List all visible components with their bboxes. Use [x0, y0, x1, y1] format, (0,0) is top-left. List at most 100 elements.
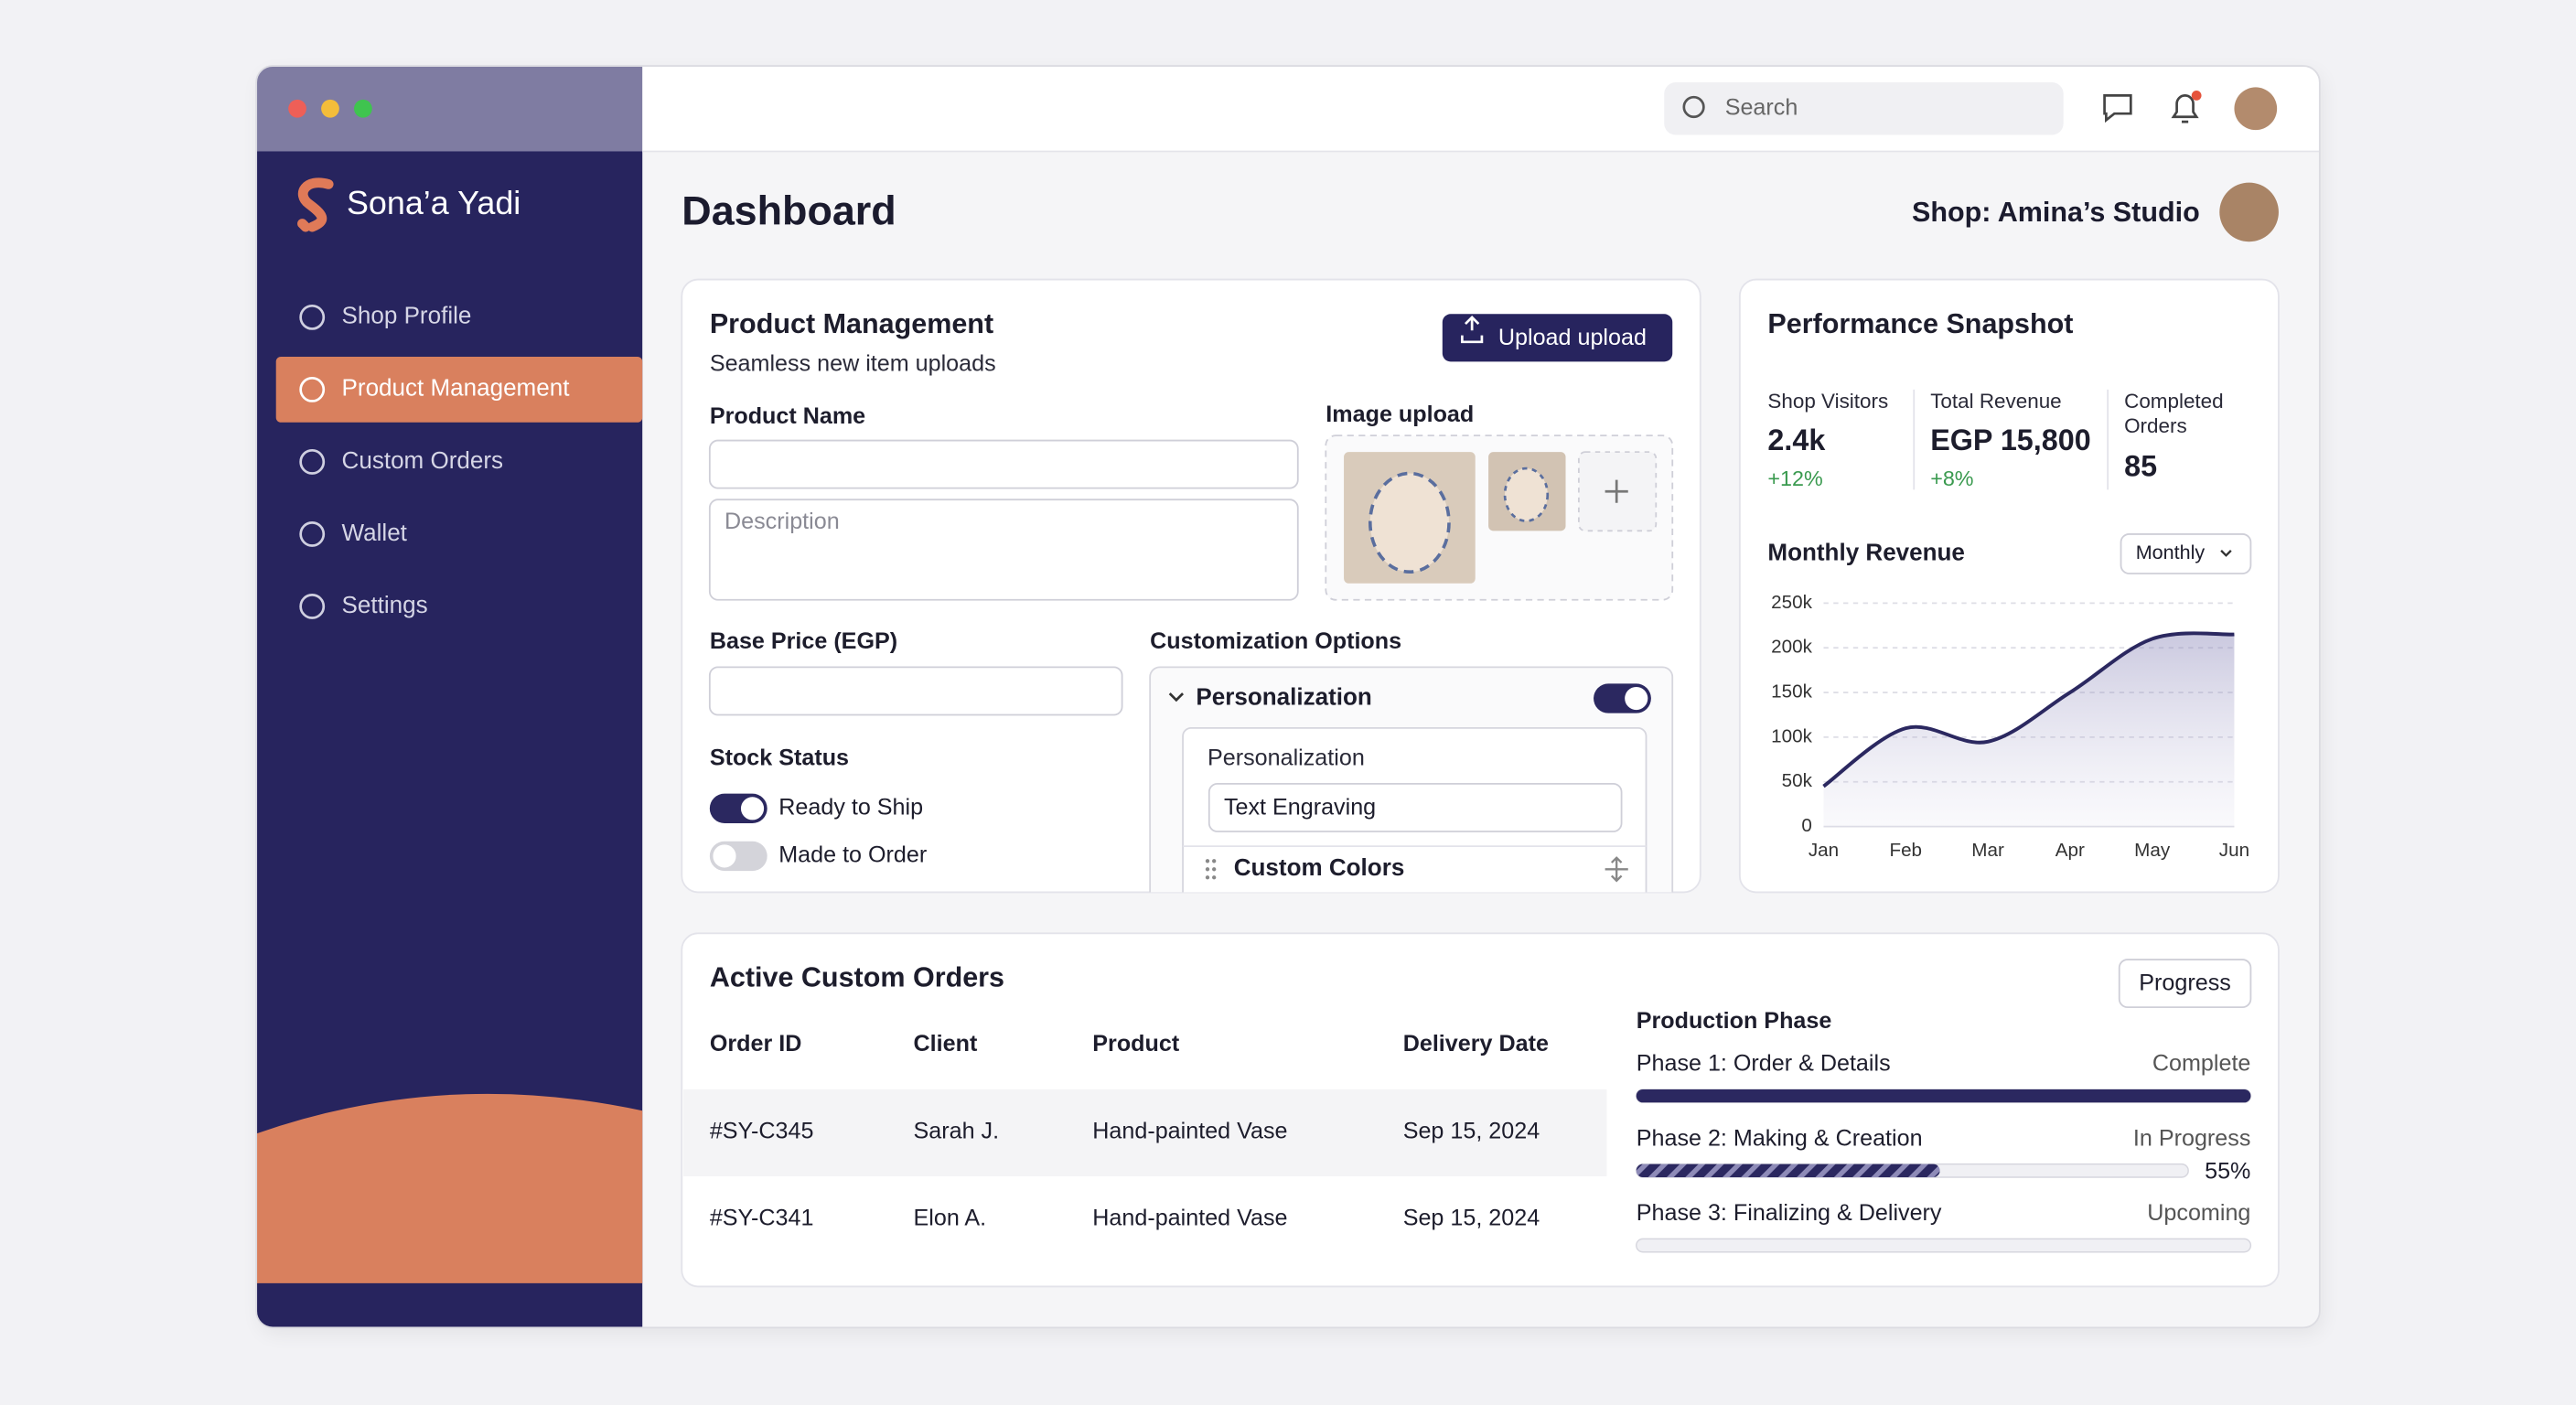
order-row[interactable]: #SY-C341 Elon A. Hand-painted Vase Sep 15, …: [683, 1176, 1607, 1264]
column-header: Product: [1092, 1031, 1180, 1056]
stat-change: +12%: [1767, 467, 1822, 490]
vase: [1368, 471, 1451, 574]
topbar: Search: [642, 66, 2320, 153]
toggle-label: Made to Order: [778, 842, 927, 868]
period-dropdown[interactable]: Monthly: [2120, 533, 2252, 574]
toggle-knob: [1625, 686, 1648, 711]
column-header: Delivery Date: [1403, 1031, 1549, 1056]
user-avatar[interactable]: [2234, 87, 2278, 131]
chart-title: Monthly Revenue: [1767, 538, 1965, 565]
upload-button[interactable]: Upload upload: [1442, 314, 1673, 362]
stock-toggle[interactable]: [709, 793, 767, 823]
nav-icon: [299, 448, 326, 475]
sidebar-wave: [256, 1093, 643, 1283]
window: Sona’a Yadi Shop Profile Product Managemen…: [256, 66, 2320, 1328]
drag-dot: [1212, 859, 1217, 863]
brand-name: Sona’a Yadi: [347, 184, 521, 221]
cell: Hand-painted Vase: [1092, 1118, 1287, 1143]
phase-name: Phase 1: Order & Details: [1637, 1051, 1891, 1077]
stat-value: EGP 15,800: [1930, 424, 2090, 456]
stat-label: Shop Visitors: [1767, 390, 1888, 413]
search-box[interactable]: Search: [1664, 82, 2064, 135]
column-header: Order ID: [710, 1031, 802, 1056]
phase-status: Complete: [2152, 1051, 2251, 1077]
search-placeholder: Search: [1725, 94, 1798, 120]
y-tick-label: 0: [1801, 815, 1811, 836]
section-title: Personalization: [1196, 682, 1371, 710]
nav-item[interactable]: Settings: [299, 591, 428, 619]
cell: Sarah J.: [914, 1118, 1000, 1143]
button-label: Progress: [2139, 971, 2231, 996]
sidebar: Sona’a Yadi Shop Profile Product Managemen…: [256, 66, 643, 1328]
option-title: Custom Colors: [1234, 853, 1405, 881]
traffic-light[interactable]: [288, 99, 306, 118]
stat-label-line: Completed: [2124, 390, 2229, 413]
stock-toggle[interactable]: [709, 841, 767, 872]
chat-icon: [2103, 94, 2132, 123]
price-input[interactable]: [708, 666, 1123, 716]
drag-dot: [1212, 875, 1217, 880]
phase-status: In Progress: [2133, 1125, 2250, 1151]
stat-label: Completed Orders: [2124, 390, 2229, 437]
nav-item[interactable]: Wallet: [299, 519, 408, 547]
toggle-knob: [713, 844, 736, 868]
stat-label: Total Revenue: [1930, 390, 2061, 413]
card-subtitle: Seamless new item uploads: [710, 351, 996, 377]
upload-icon: [1461, 315, 1484, 344]
drag-dot: [1212, 867, 1217, 872]
traffic-light[interactable]: [354, 99, 372, 118]
x-tick-label: Feb: [1889, 840, 1922, 861]
row-bg: [683, 1089, 1607, 1177]
vase: [1503, 467, 1550, 522]
toggle-label: Ready to Ship: [778, 794, 923, 820]
move-icon: [1605, 856, 1628, 883]
search-field: [1664, 82, 2064, 135]
nav-item[interactable]: Custom Orders: [299, 446, 503, 475]
window-border: [255, 65, 2321, 1329]
button-bg: [2118, 959, 2252, 1009]
y-tick-label: 50k: [1782, 770, 1813, 791]
cell: #SY-C341: [710, 1205, 814, 1230]
nav-label: Wallet: [342, 519, 408, 546]
topbar-bg: [642, 66, 2320, 152]
phase-name: Phase 3: Finalizing & Delivery: [1637, 1200, 1942, 1226]
option-label: Personalization: [1208, 745, 1365, 771]
traffic-light[interactable]: [321, 99, 339, 118]
stat-value: 2.4k: [1767, 424, 1825, 456]
product-name-input[interactable]: [708, 439, 1299, 489]
dropdown-chevron: [2220, 550, 2232, 557]
cell: Hand-painted Vase: [1092, 1205, 1287, 1230]
card-title: Performance Snapshot: [1767, 308, 2073, 339]
x-tick-label: Apr: [2055, 840, 2085, 861]
nav-active-bg: [275, 356, 643, 423]
nav-label: Shop Profile: [342, 302, 472, 329]
progress-fill: [1636, 1089, 2251, 1103]
engraving-input[interactable]: [1208, 782, 1623, 832]
placeholder: Description: [724, 509, 840, 534]
field-label: Stock Status: [710, 745, 849, 771]
nav-item[interactable]: Product Management: [275, 356, 643, 423]
product-management: Product Management Seamless new item uplo…: [708, 308, 1674, 893]
cell: #SY-C345: [710, 1118, 814, 1143]
nav-item[interactable]: Shop Profile: [299, 302, 472, 330]
progress-track: [1636, 1238, 2252, 1253]
phase-name: Phase 2: Making & Creation: [1637, 1125, 1923, 1151]
card-title: Product Management: [710, 308, 993, 339]
description-input[interactable]: [708, 499, 1299, 601]
nav-label: Custom Orders: [342, 446, 503, 474]
revenue-line: [1822, 631, 2235, 788]
progress-button[interactable]: Progress: [2118, 959, 2252, 1009]
shop-avatar: [2219, 182, 2279, 242]
titlebar: [256, 66, 643, 152]
y-tick-label: 150k: [1771, 681, 1812, 702]
revenue-area: [1823, 633, 2235, 827]
field-label: Product Name: [710, 403, 865, 429]
order-row[interactable]: #SY-C345 Sarah J. Hand-painted Vase Sep 15,…: [683, 1089, 1607, 1177]
x-tick-label: May: [2134, 840, 2171, 861]
cell: Elon A.: [914, 1205, 987, 1230]
page-title: Dashboard: [682, 188, 896, 234]
plus-icon: [1605, 479, 1628, 503]
add-image[interactable]: [1577, 451, 1658, 532]
personalization-toggle[interactable]: [1594, 683, 1651, 713]
option-box: [1182, 726, 1648, 893]
